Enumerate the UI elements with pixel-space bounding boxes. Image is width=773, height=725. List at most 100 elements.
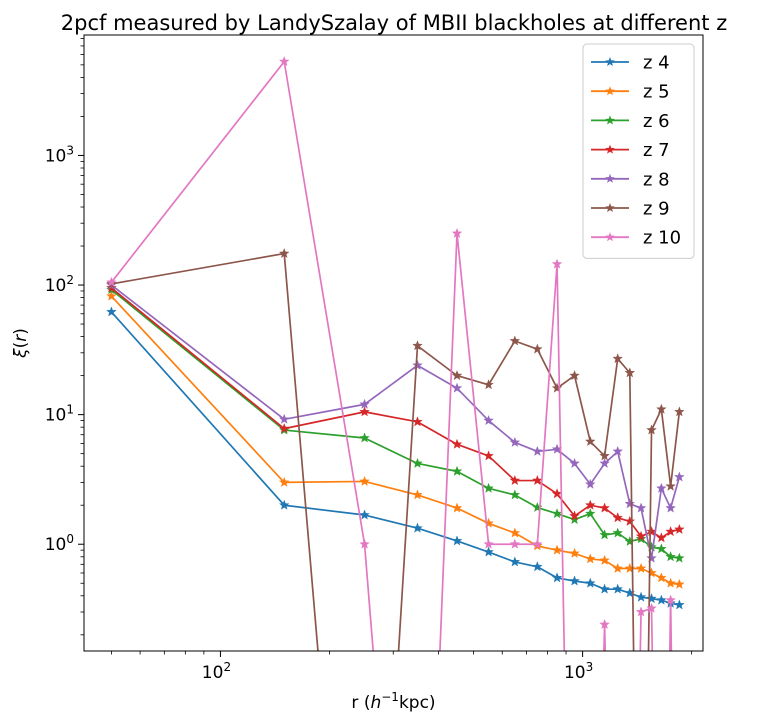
data-point [635,502,647,513]
legend-label: z 8 [643,169,670,190]
data-point [646,541,657,552]
data-point [646,593,657,604]
data-point [656,543,667,554]
data-point [612,562,624,573]
data-point [656,572,667,583]
data-point [551,544,563,555]
y-tick-label: 100 [45,532,74,555]
data-point [635,530,647,541]
chart-title: 2pcf measured by LandySzalay of MBII bla… [61,11,727,35]
data-point [656,594,667,605]
data-point [646,424,657,435]
data-point [665,502,676,513]
data-point [646,552,657,563]
x-tick-label: 103 [564,660,593,683]
data-point [584,478,596,489]
data-point [278,499,290,510]
data-point [412,340,423,351]
legend: z 4 z 5 z 6 z 7 z 8 z 9 z 10 [582,43,695,259]
data-point [106,290,117,301]
legend-entry: z 5 [591,82,670,103]
legend-entry: z 8 [591,169,670,190]
legend-marker [605,232,615,242]
series-z-9 [106,247,685,651]
data-point [624,367,636,378]
legend-marker [605,86,615,96]
data-point [584,435,596,447]
data-point [451,465,463,476]
data-point [599,457,610,468]
data-point [532,445,543,456]
x-axis-label: r (h−1kpc) [351,690,435,713]
legend-entry: z 6 [591,111,670,132]
legend-entry: z 10 [591,228,681,249]
data-point [656,482,667,493]
y-tick-label: 101 [45,403,74,426]
y-tick-label: 102 [45,273,74,296]
x-tick-label: 102 [202,660,231,683]
data-point [584,553,596,564]
data-point [532,501,543,513]
data-point [359,406,370,417]
data-point [646,567,657,578]
data-point [674,552,685,563]
data-point [532,538,543,549]
legend-marker [605,144,615,154]
data-point [451,227,463,238]
data-point [106,276,117,287]
data-point [624,498,636,509]
data-point [612,512,624,523]
data-point [635,591,647,602]
axis-layer: 102 103 100 101 102 103 [45,38,693,683]
data-point [665,577,676,588]
data-point [106,282,117,293]
series-z-6 [106,284,685,563]
y-axis-label: ξ(r) [11,328,31,359]
legend-label: z 6 [643,111,670,132]
legend-label: z 9 [643,199,670,220]
data-point [451,535,463,546]
data-point [674,471,685,482]
series-z-7 [106,282,685,543]
data-point [551,382,563,393]
data-point [624,562,636,573]
data-point [584,577,596,588]
legend-marker [605,115,615,125]
data-point [278,476,290,487]
data-point [532,343,543,354]
legend-box [582,43,695,259]
data-point [412,416,423,427]
data-point [674,599,685,610]
data-point [612,445,624,456]
legend-label: z 4 [643,53,670,74]
data-point [509,556,521,567]
data-point [412,489,423,500]
data-point [674,406,685,417]
legend-marker [605,203,615,213]
data-point [483,546,494,557]
data-point [665,480,676,491]
data-point [665,551,676,562]
data-point [278,423,290,434]
series-layer [106,56,685,651]
series-z-5 [106,290,685,589]
y-tick-label: 103 [45,143,74,166]
data-point [412,457,423,468]
legend-entry: z 9 [591,199,670,220]
legend-entry: z 7 [591,140,670,161]
data-point [451,382,463,393]
data-point [635,606,647,617]
data-point [509,436,521,447]
data-point [569,510,580,521]
data-point [599,618,610,630]
data-point [483,482,494,493]
legend-marker [605,173,615,183]
data-point [612,353,624,364]
series-z-4 [106,306,685,610]
data-point [624,515,636,526]
data-point [509,538,521,549]
data-point [278,413,290,424]
data-point [359,509,370,520]
data-point [569,457,580,468]
